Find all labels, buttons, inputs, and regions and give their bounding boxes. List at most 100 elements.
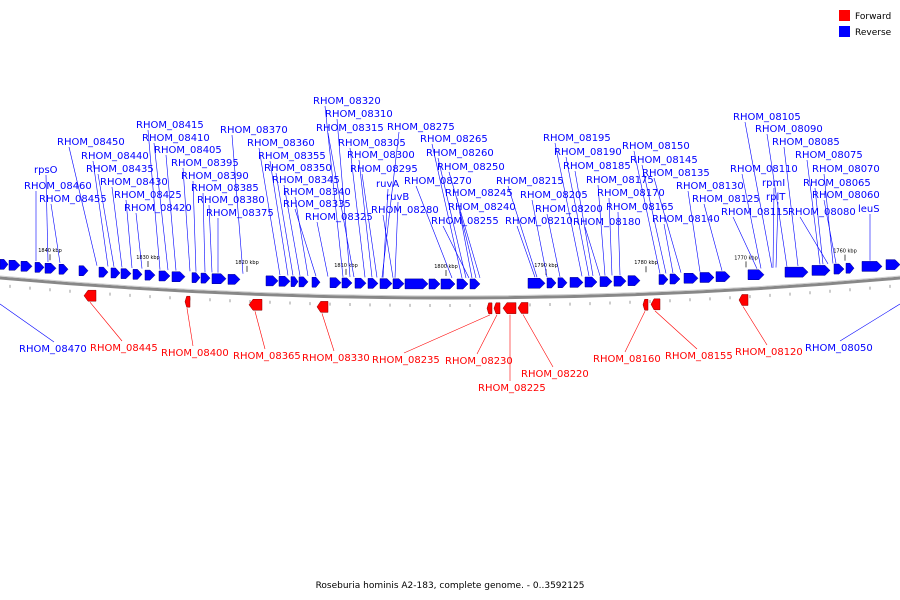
legend-reverse-label: Reverse xyxy=(855,28,892,38)
reverse-gene-label: RHOM_08345 xyxy=(272,175,340,186)
reverse-gene-label: RHOM_08165 xyxy=(606,202,674,213)
forward-gene-arrow xyxy=(738,294,749,306)
reverse-leader-line xyxy=(111,186,123,268)
reverse-gene-label: RHOM_08185 xyxy=(563,161,631,172)
reverse-leader-line xyxy=(361,173,378,278)
reverse-gene-label: RHOM_08250 xyxy=(437,162,505,173)
reverse-gene-label: RHOM_08075 xyxy=(795,150,863,161)
reverse-leader-line xyxy=(766,133,788,267)
genome-backbone xyxy=(0,276,900,300)
forward-leader-line xyxy=(522,314,554,368)
reverse-gene-label: RHOM_08085 xyxy=(772,137,840,148)
reverse-gene-arrow xyxy=(569,277,584,288)
reverse-leader-line xyxy=(456,197,473,279)
scale-tick-label: 1800 kbp xyxy=(434,264,458,270)
forward-gene-label: RHOM_08230 xyxy=(445,356,513,367)
reverse-gene-arrow xyxy=(683,273,699,284)
reverse-leader-line xyxy=(663,223,674,274)
reverse-gene-label: rpmI xyxy=(762,178,785,189)
reverse-gene-arrow xyxy=(456,278,469,290)
reverse-leader-line xyxy=(0,303,55,343)
reverse-gene-arrow xyxy=(699,272,715,283)
reverse-gene-arrow xyxy=(658,274,669,285)
reverse-gene-label: RHOM_08065 xyxy=(803,178,871,189)
reverse-gene-label: RHOM_08320 xyxy=(313,96,381,107)
reverse-gene-arrow xyxy=(428,278,441,290)
reverse-leader-line xyxy=(442,225,470,279)
reverse-gene-label: ruvB xyxy=(386,192,409,203)
reverse-leader-line xyxy=(608,197,613,276)
reverse-gene-label: RHOM_08195 xyxy=(543,133,611,144)
reverse-gene-label: RHOM_08295 xyxy=(350,164,418,175)
reverse-gene-label: RHOM_08130 xyxy=(676,181,744,192)
reverse-gene-arrow xyxy=(0,259,9,270)
forward-gene-arrow xyxy=(316,301,329,313)
reverse-leader-line xyxy=(741,173,762,269)
reverse-leader-line xyxy=(349,147,366,278)
reverse-gene-label: RHOM_08190 xyxy=(554,147,622,158)
reverse-gene-arrow xyxy=(885,259,900,270)
reverse-gene-label: RHOM_08210 xyxy=(505,216,573,227)
reverse-gene-arrow xyxy=(311,276,321,288)
forward-gene-arrow xyxy=(517,302,529,314)
reverse-gene-arrow xyxy=(527,278,546,289)
reverse-gene-label: RHOM_08315 xyxy=(316,123,384,134)
reverse-gene-arrow xyxy=(747,269,765,281)
reverse-gene-label: RHOM_08425 xyxy=(114,190,182,201)
reverse-gene-label: RHOM_08125 xyxy=(692,194,760,205)
legend-forward-swatch xyxy=(839,10,850,21)
reverse-gene-label: RHOM_08175 xyxy=(586,175,654,186)
reverse-leader-line xyxy=(531,199,548,278)
reverse-leader-line xyxy=(687,190,701,272)
reverse-gene-label: RHOM_08340 xyxy=(283,187,351,198)
reverse-leader-line xyxy=(327,132,355,278)
reverse-leader-line xyxy=(231,134,244,274)
reverse-gene-label: RHOM_08170 xyxy=(597,188,665,199)
reverse-gene-arrow xyxy=(171,271,186,282)
reverse-gene-arrow xyxy=(8,260,21,271)
reverse-gene-arrow xyxy=(58,263,69,275)
reverse-leader-line xyxy=(192,180,197,272)
reverse-leader-line xyxy=(258,147,281,276)
reverse-gene-arrow xyxy=(329,277,342,288)
gene-features xyxy=(0,259,900,315)
reverse-gene-label: RHOM_08375 xyxy=(206,208,274,219)
label-leader-lines xyxy=(0,105,900,381)
reverse-leader-line xyxy=(839,303,900,342)
forward-gene-arrow xyxy=(83,289,97,302)
reverse-leader-line xyxy=(202,192,206,273)
reverse-gene-arrow xyxy=(627,275,641,286)
reverse-gene-label: RHOM_08080 xyxy=(788,207,856,218)
reverse-leader-line xyxy=(775,201,779,268)
reverse-gene-label: RHOM_08270 xyxy=(404,176,472,187)
reverse-leader-line xyxy=(516,225,536,278)
reverse-leader-line xyxy=(294,208,317,277)
reverse-gene-arrow xyxy=(833,263,845,275)
reverse-gene-arrow xyxy=(440,278,456,290)
reverse-gene-label: RHOM_08150 xyxy=(622,141,690,152)
forward-gene-arrow xyxy=(493,302,501,315)
legend: Forward Reverse xyxy=(839,10,892,38)
reverse-leader-line xyxy=(182,167,191,272)
reverse-leader-line xyxy=(316,221,329,277)
reverse-leader-line xyxy=(823,199,837,264)
reverse-gene-label: RHOM_08350 xyxy=(264,163,332,174)
reverse-leader-line xyxy=(97,173,115,267)
reverse-gene-label: RHOM_08325 xyxy=(305,212,373,223)
reverse-leader-line xyxy=(565,156,590,277)
reverse-gene-label: RHOM_08090 xyxy=(755,124,823,135)
reverse-leader-line xyxy=(45,174,49,263)
reverse-gene-arrow xyxy=(784,266,809,278)
reverse-gene-arrow xyxy=(557,277,568,288)
reverse-gene-arrow xyxy=(811,265,831,276)
reverse-gene-label: RHOM_08405 xyxy=(154,145,222,156)
reverse-gene-label: RHOM_08395 xyxy=(171,158,239,169)
reverse-gene-label: RHOM_08180 xyxy=(573,217,641,228)
reverse-gene-label: RHOM_08305 xyxy=(338,138,406,149)
reverse-gene-label: RHOM_08435 xyxy=(86,164,154,175)
reverse-gene-label: RHOM_08255 xyxy=(431,216,499,227)
reverse-gene-arrow xyxy=(669,273,681,285)
reverse-gene-arrow xyxy=(861,261,883,272)
forward-leader-line xyxy=(186,308,194,347)
scale-tick-label: 1820 kbp xyxy=(235,260,259,266)
